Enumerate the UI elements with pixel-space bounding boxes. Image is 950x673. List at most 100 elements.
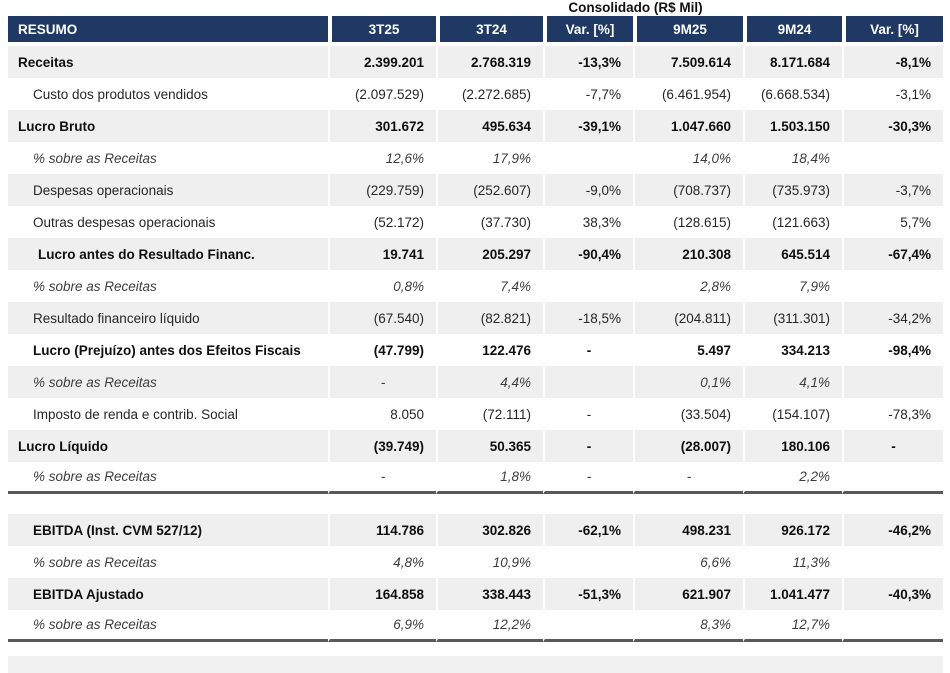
- cell-value: -78,3%: [842, 398, 943, 430]
- next-section-strip: [8, 656, 943, 673]
- cell-value: (37.730): [436, 206, 543, 238]
- table-row: Resultado financeiro líquido (67.540) (82.…: [8, 302, 943, 334]
- cell-value: 645.514: [743, 238, 842, 270]
- cell-value: 180.106: [743, 430, 842, 462]
- cell-value: (2.272.685): [436, 78, 543, 110]
- section-gap: [8, 494, 943, 514]
- cell-value: (72.111): [436, 398, 543, 430]
- table-row: % sobre as Receitas 0,8% 7,4% 2,8% 7,9%: [8, 270, 943, 302]
- header-9m24: 9M24: [743, 16, 842, 46]
- resumo-table: RESUMO 3T25 3T24 Var. [%] 9M25 9M24 Var.…: [8, 16, 943, 673]
- cell-value: (229.759): [328, 174, 436, 206]
- cell-value: 11,3%: [743, 546, 842, 578]
- cell-value: -40,3%: [842, 578, 943, 610]
- cell-value: 4,4%: [436, 366, 543, 398]
- table-row: % sobre as Receitas -1,8% - -2,2%: [8, 462, 943, 494]
- main-section: Receitas 2.399.201 2.768.319 -13,3% 7.509.61…: [8, 46, 943, 494]
- table-row: Despesas operacionais (229.759) (252.607) -…: [8, 174, 943, 206]
- row-label: Resultado financeiro líquido: [8, 302, 328, 334]
- cell-value: -: [842, 430, 943, 462]
- cell-value: -9,0%: [543, 174, 633, 206]
- cell-value: 1.503.150: [743, 110, 842, 142]
- cell-value: (52.172): [328, 206, 436, 238]
- cell-value: -: [633, 462, 743, 494]
- row-label: Lucro Líquido: [8, 430, 328, 462]
- cell-value: 14,0%: [633, 142, 743, 174]
- cell-value: -67,4%: [842, 238, 943, 270]
- table-row: % sobre as Receitas 6,9% 12,2% 8,3% 12,7%: [8, 610, 943, 642]
- header-9m25: 9M25: [633, 16, 743, 46]
- cell-value: 0,8%: [328, 270, 436, 302]
- cell-value: 338.443: [436, 578, 543, 610]
- cell-value: [842, 546, 943, 578]
- cell-value: (121.663): [743, 206, 842, 238]
- cell-value: 8.050: [328, 398, 436, 430]
- row-label: % sobre as Receitas: [8, 142, 328, 174]
- cell-value: (39.749): [328, 430, 436, 462]
- cell-value: 6,6%: [633, 546, 743, 578]
- cell-value: 2.768.319: [436, 46, 543, 78]
- cell-value: 4,8%: [328, 546, 436, 578]
- cell-value: 301.672: [328, 110, 436, 142]
- row-label: Lucro antes do Resultado Financ.: [8, 238, 328, 270]
- cell-value: 302.826: [436, 514, 543, 546]
- row-label: % sobre as Receitas: [8, 270, 328, 302]
- cell-value: 122.476: [436, 334, 543, 366]
- cell-value: 334.213: [743, 334, 842, 366]
- cell-value: 38,3%: [543, 206, 633, 238]
- cell-value: (6.461.954): [633, 78, 743, 110]
- cell-value: (2.097.529): [328, 78, 436, 110]
- table-row: Receitas 2.399.201 2.768.319 -13,3% 7.509.61…: [8, 46, 943, 78]
- cell-value: 10,9%: [436, 546, 543, 578]
- cell-value: 5,7%: [842, 206, 943, 238]
- cell-value: -3,1%: [842, 78, 943, 110]
- cell-value: 2,2%: [743, 462, 842, 494]
- cell-value: 12,2%: [436, 610, 543, 642]
- row-label: % sobre as Receitas: [8, 610, 328, 642]
- cell-value: -90,4%: [543, 238, 633, 270]
- cell-value: 5.497: [633, 334, 743, 366]
- row-label: Despesas operacionais: [8, 174, 328, 206]
- header-var-quarter: Var. [%]: [543, 16, 633, 46]
- table-row: % sobre as Receitas -4,4% 0,1% 4,1%: [8, 366, 943, 398]
- cell-value: 498.231: [633, 514, 743, 546]
- cell-value: 12,6%: [328, 142, 436, 174]
- table-row: Lucro (Prejuízo) antes dos Efeitos Fisca…: [8, 334, 943, 366]
- row-label: % sobre as Receitas: [8, 546, 328, 578]
- cell-value: [543, 270, 633, 302]
- cell-value: (204.811): [633, 302, 743, 334]
- table-row: Lucro Bruto 301.672 495.634 -39,1% 1.047.660…: [8, 110, 943, 142]
- cell-value: [543, 610, 633, 642]
- cell-value: 7.509.614: [633, 46, 743, 78]
- cell-value: (154.107): [743, 398, 842, 430]
- table-row: Outras despesas operacionais (52.172) (37.…: [8, 206, 943, 238]
- cell-value: (128.615): [633, 206, 743, 238]
- header-resumo: RESUMO: [8, 16, 328, 46]
- footer-area: [8, 642, 943, 673]
- cell-value: -39,1%: [543, 110, 633, 142]
- cell-value: 17,9%: [436, 142, 543, 174]
- table-row: EBITDA Ajustado 164.858 338.443 -51,3% 621.9…: [8, 578, 943, 610]
- cell-value: 1.047.660: [633, 110, 743, 142]
- cell-value: -98,4%: [842, 334, 943, 366]
- cell-value: 50.365: [436, 430, 543, 462]
- cell-value: 210.308: [633, 238, 743, 270]
- cell-value: 7,9%: [743, 270, 842, 302]
- cell-value: 1,8%: [436, 462, 543, 494]
- cell-value: -62,1%: [543, 514, 633, 546]
- cell-value: 6,9%: [328, 610, 436, 642]
- cell-value: (28.007): [633, 430, 743, 462]
- cell-value: -34,2%: [842, 302, 943, 334]
- cell-value: 19.741: [328, 238, 436, 270]
- cell-value: -8,1%: [842, 46, 943, 78]
- cell-value: [543, 142, 633, 174]
- table-row: EBITDA (Inst. CVM 527/12) 114.786 302.826-…: [8, 514, 943, 546]
- row-label: % sobre as Receitas: [8, 462, 328, 494]
- table-title: Consolidado (R$ Mil): [568, 0, 703, 15]
- cell-value: (311.301): [743, 302, 842, 334]
- ebitda-section: EBITDA (Inst. CVM 527/12) 114.786 302.826-…: [8, 514, 943, 642]
- row-label: EBITDA (Inst. CVM 527/12): [8, 514, 328, 546]
- table-row: Lucro antes do Resultado Financ. 19.741 20…: [8, 238, 943, 270]
- cell-value: -: [543, 462, 633, 494]
